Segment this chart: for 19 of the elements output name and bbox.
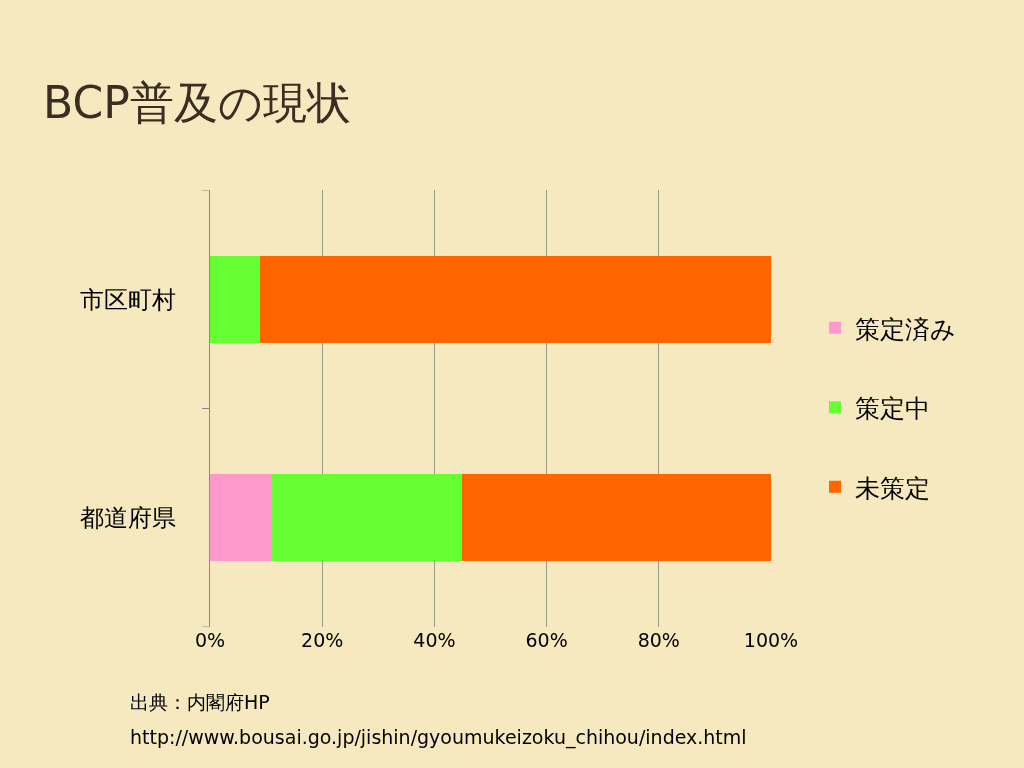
x-tick-label: 60%: [525, 629, 568, 651]
x-tick-label: 40%: [413, 629, 456, 651]
legend-label: 策定中: [855, 394, 930, 423]
bar: [462, 474, 771, 562]
legend-label: 未策定: [855, 473, 930, 503]
x-tick-label: 20%: [301, 629, 344, 651]
x-tick-label: 80%: [637, 629, 680, 651]
y-tick-label: 市区町村: [80, 285, 177, 314]
bar: [260, 255, 771, 343]
text: http://www.bousai.go.jp/jishin/gyoumukeizoku_chihou/index.html: [130, 726, 747, 749]
bar: [210, 255, 261, 343]
source-note: 出典：内閣府HP: [130, 691, 270, 713]
legend-label: 策定済み: [855, 314, 956, 344]
bar: [271, 474, 463, 562]
bar: [210, 474, 272, 562]
x-tick-label: 0%: [194, 629, 226, 651]
chart-title: BCP普及の現状: [43, 77, 351, 129]
x-tick-label: 100%: [743, 629, 799, 651]
y-tick-label: 都道府県: [80, 504, 177, 533]
